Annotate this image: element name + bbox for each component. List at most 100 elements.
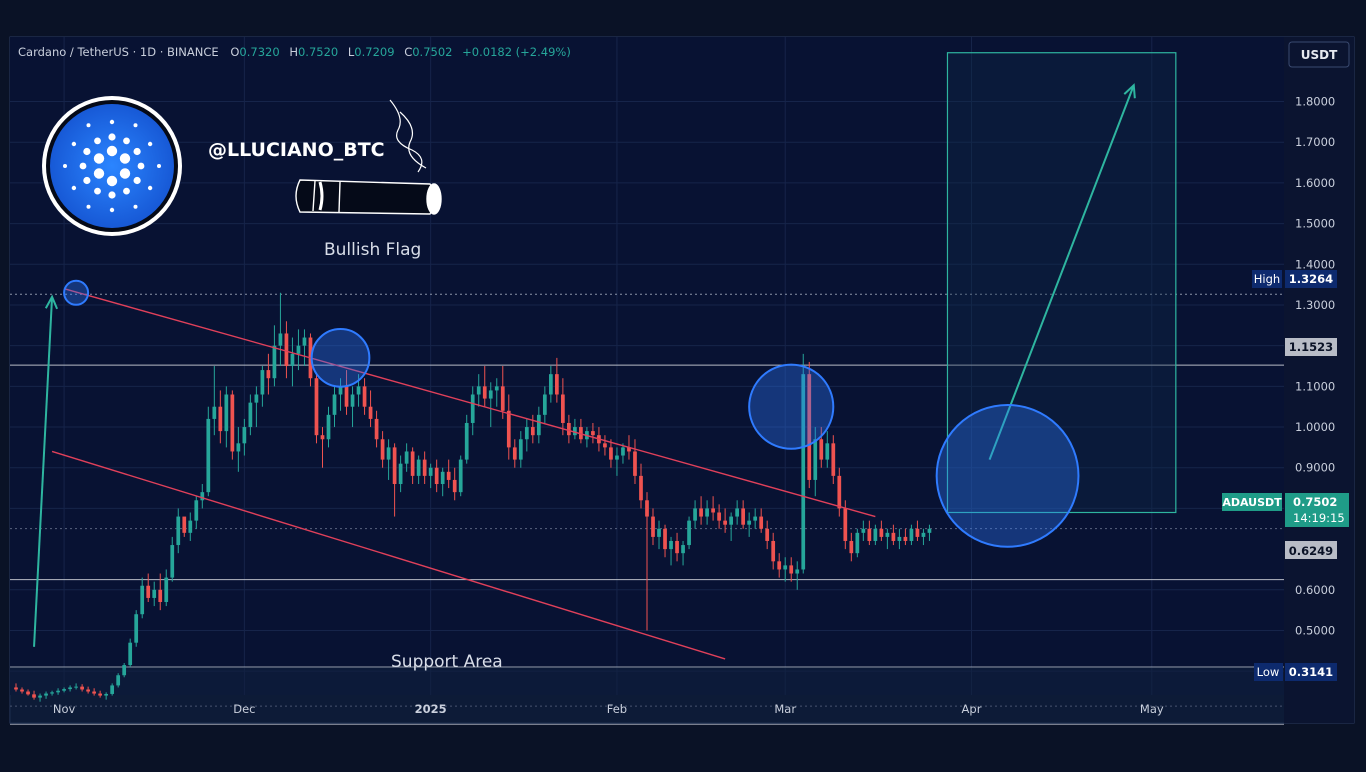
time-tick-label: 2025 [415,702,447,716]
candle-body [927,528,932,533]
time-tick-label: Mar [774,702,796,716]
candle-body [813,439,818,480]
candle-body [494,386,499,391]
candle-body [212,406,217,419]
candles [14,292,932,702]
candle-body [807,374,812,480]
price-tick-label: 0.5000 [1295,623,1335,637]
price-axis-panel [1284,37,1354,723]
price-tick-label: 1.1000 [1295,379,1335,393]
candle-body [296,345,301,354]
cardano-logo-icon [42,96,182,236]
candle-body [38,695,42,698]
candle-body [236,443,241,452]
candle-body [224,394,229,432]
candle-body [693,508,697,521]
time-axis[interactable]: Nov Dec 2025 Feb Mar Apr May [53,702,1164,716]
logo-dot [109,119,115,125]
candle-body [843,508,848,541]
countdown-value: 14:19:15 [1293,511,1345,525]
logo-dot [94,187,101,195]
price-axis[interactable]: 1.80001.70001.60001.50001.40001.30001.20… [1295,95,1335,679]
candle-body [512,447,517,460]
candle-body [705,508,709,517]
level-badge-2: 0.6249 [1285,541,1337,559]
logo-dot [83,176,91,185]
candle-body [302,337,307,346]
candle-body [687,520,691,546]
candle-body [651,516,655,537]
candle-body [44,693,48,696]
highlight-circle [63,279,90,306]
candle-body [284,333,289,367]
candle-body [26,691,30,695]
candle-body [374,418,379,440]
price-tick-label: 0.6000 [1295,583,1335,597]
candle-body [86,689,90,692]
logo-dot [79,162,87,170]
candle-body [146,585,151,598]
candle-body [278,333,283,346]
channel-line [51,450,726,660]
candle-body [783,565,788,570]
drawing-overlays [33,83,1136,660]
logo-dot [147,185,153,191]
candle-body [392,447,397,485]
currency-button[interactable]: USDT [1288,41,1350,68]
logo-dot [71,185,77,191]
time-tick-label: Dec [233,702,255,716]
candle-body [615,455,619,460]
candle-body [639,475,643,501]
candle-body [152,589,157,598]
candle-body [482,386,487,399]
bullish-flag-label: Bullish Flag [324,240,421,260]
candle-body [921,532,926,537]
logo-dot [86,204,91,209]
candle-body [621,447,625,456]
logo-dot [147,141,153,147]
low-label: L [348,45,355,59]
candle-body [110,685,115,694]
candle-body [428,467,433,476]
candle-body [771,540,776,562]
candle-body [74,686,78,688]
candle-body [314,378,319,436]
candle-body [98,693,103,696]
candle-body [741,508,746,525]
candle-body [681,545,685,554]
candle-body [62,689,66,691]
candle-body [170,545,175,578]
candle-body [567,422,571,436]
candle-body [591,431,595,436]
highlight-circle [935,403,1080,548]
trend-arrow-head [44,294,59,310]
candle-body [735,508,740,517]
logo-dot [119,153,131,164]
candle-body [380,439,385,460]
candle-body [633,451,637,476]
candle-body [344,386,349,407]
candle-body [80,686,84,690]
trend-arrow-head [1123,83,1136,99]
currency-button-label[interactable]: USDT [1301,48,1338,62]
candle-body [122,665,127,676]
candle-body [332,394,337,415]
candle-body [68,687,72,690]
candle-body [188,520,193,533]
logo-dot [109,207,115,213]
legend: Cardano / TetherUS · 1D · BINANCE O0.732… [18,45,571,59]
candle-body [723,520,727,525]
price-tick-label: 1.0000 [1295,420,1335,434]
candle-body [446,471,451,480]
candle-body [488,390,493,399]
candle-body [32,694,36,698]
candle-body [855,532,860,554]
candle-body [717,512,721,521]
candle-body [675,540,679,554]
open-value: 0.7320 [239,45,279,59]
price-tick-label: 1.8000 [1295,95,1335,109]
time-tick-label: Nov [53,702,76,716]
candle-body [272,345,277,379]
candle-body [200,492,205,501]
